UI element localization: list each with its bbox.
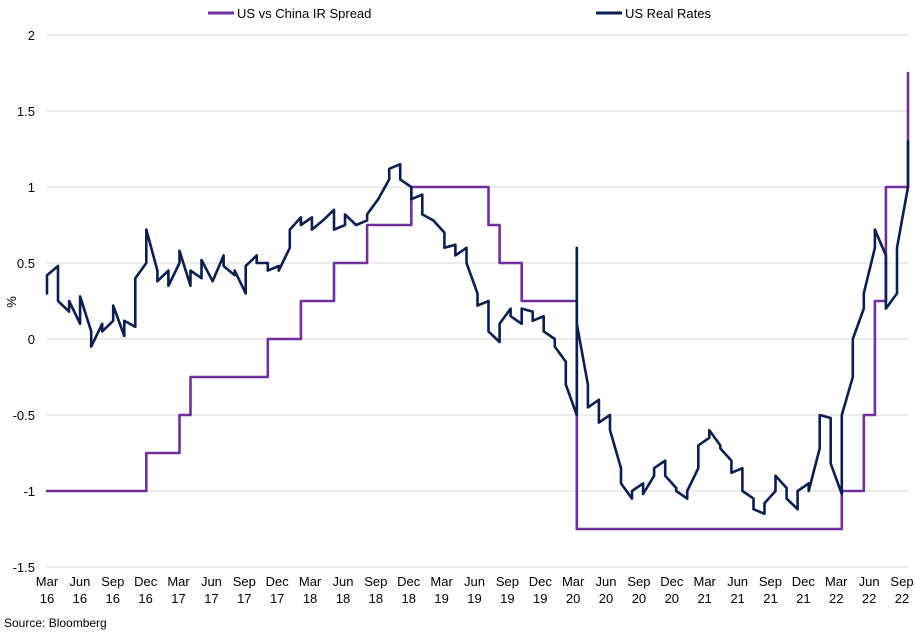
x-tick-year: 18 <box>369 591 383 606</box>
legend: US vs China IR Spread US Real Rates <box>208 6 711 21</box>
x-tick-year: 18 <box>336 591 350 606</box>
source-note: Source: Bloomberg <box>4 616 107 630</box>
x-tick-month: Dec <box>792 574 816 589</box>
x-tick-month: Sep <box>233 574 256 589</box>
y-tick-label: -0.5 <box>13 408 35 423</box>
x-tick-month: Sep <box>759 574 782 589</box>
x-tick-month: Mar <box>299 574 322 589</box>
x-tick-month: Mar <box>430 574 453 589</box>
x-tick-year: 19 <box>533 591 547 606</box>
x-tick-year: 16 <box>138 591 152 606</box>
x-tick-year: 17 <box>171 591 185 606</box>
x-tick-year: 16 <box>106 591 120 606</box>
x-tick-year: 19 <box>500 591 514 606</box>
x-tick-year: 17 <box>237 591 251 606</box>
x-tick-month: Sep <box>496 574 519 589</box>
x-tick-year: 21 <box>796 591 810 606</box>
series-line-us-real-rates <box>45 140 910 516</box>
x-tick-month: Sep <box>364 574 387 589</box>
x-tick-month: Mar <box>167 574 190 589</box>
x-tick-month: Mar <box>562 574 585 589</box>
x-tick-year: 21 <box>730 591 744 606</box>
x-tick-month: Jun <box>69 574 90 589</box>
x-tick-month: Jun <box>201 574 222 589</box>
y-axis-label: % <box>4 296 19 308</box>
x-tick-month: Dec <box>529 574 553 589</box>
x-tick-month: Mar <box>36 574 59 589</box>
x-tick-year: 20 <box>599 591 613 606</box>
x-tick-year: 22 <box>895 591 909 606</box>
y-tick-label: 2 <box>28 28 35 43</box>
x-tick-year: 18 <box>303 591 317 606</box>
legend-label-real-rates: US Real Rates <box>625 6 711 21</box>
x-tick-year: 18 <box>401 591 415 606</box>
x-tick-month: Mar <box>693 574 716 589</box>
x-tick-month: Jun <box>596 574 617 589</box>
x-tick-year: 22 <box>862 591 876 606</box>
y-axis: 2 1.5 1 0.5 0 -0.5 -1 -1.5 <box>13 28 35 575</box>
x-tick-month: Dec <box>266 574 290 589</box>
y-tick-label: -1 <box>23 484 35 499</box>
x-tick-year: 19 <box>434 591 448 606</box>
x-tick-year: 19 <box>467 591 481 606</box>
x-tick-month: Jun <box>727 574 748 589</box>
x-tick-month: Dec <box>660 574 684 589</box>
x-tick-year: 22 <box>829 591 843 606</box>
y-tick-label: 1.5 <box>17 104 35 119</box>
x-tick-year: 20 <box>566 591 580 606</box>
y-tick-label: -1.5 <box>13 560 35 575</box>
x-tick-year: 21 <box>697 591 711 606</box>
x-tick-year: 17 <box>270 591 284 606</box>
x-tick-year: 17 <box>204 591 218 606</box>
x-tick-year: 16 <box>40 591 54 606</box>
y-tick-label: 0.5 <box>17 256 35 271</box>
series-group <box>45 71 910 531</box>
x-tick-year: 20 <box>632 591 646 606</box>
x-tick-month: Sep <box>101 574 124 589</box>
x-tick-month: Sep <box>890 574 913 589</box>
y-tick-label: 0 <box>28 332 35 347</box>
x-tick-month: Jun <box>859 574 880 589</box>
series-line-us-vs-china-ir-spread <box>45 71 910 531</box>
x-tick-month: Jun <box>332 574 353 589</box>
x-tick-year: 21 <box>763 591 777 606</box>
x-tick-month: Sep <box>627 574 650 589</box>
x-tick-month: Dec <box>397 574 421 589</box>
x-tick-year: 20 <box>665 591 679 606</box>
x-tick-month: Mar <box>825 574 848 589</box>
x-tick-month: Jun <box>464 574 485 589</box>
x-tick-month: Dec <box>134 574 158 589</box>
x-tick-year: 16 <box>73 591 87 606</box>
x-axis: Mar 16 Jun 16 Sep 16 Dec 16 Mar 17 Jun 17 Sep 17 Dec 17… <box>36 574 914 606</box>
legend-label-spread: US vs China IR Spread <box>237 6 371 21</box>
y-tick-label: 1 <box>28 180 35 195</box>
